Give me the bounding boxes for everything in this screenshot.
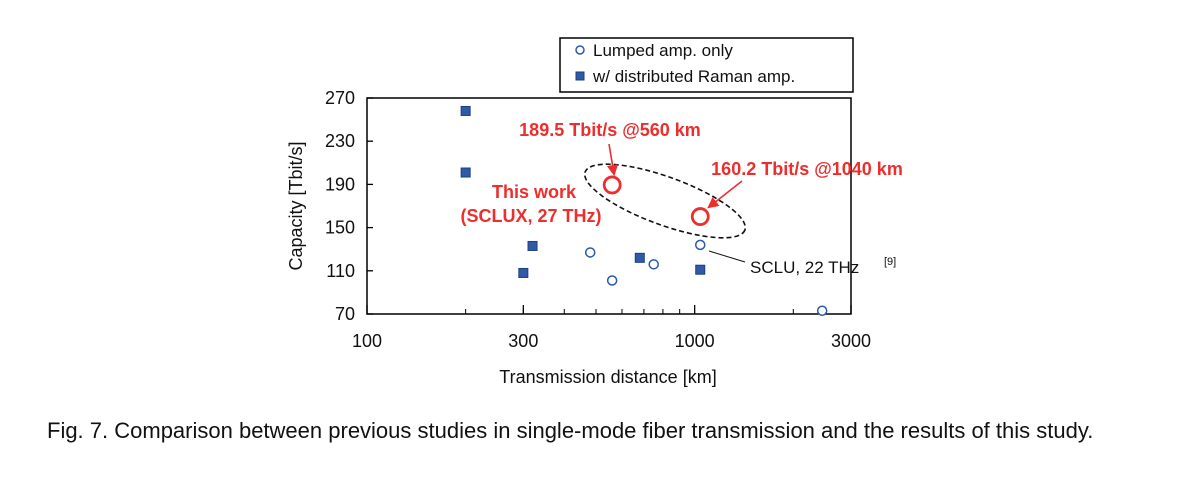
annotation-sclu: SCLU, 22 THz — [750, 258, 859, 277]
y-tick-label: 270 — [325, 88, 355, 108]
y-tick-label: 110 — [326, 261, 355, 281]
this-work-ellipse — [583, 163, 747, 239]
raman-amp-point — [518, 267, 529, 278]
legend-open-circle-icon — [575, 45, 585, 55]
legend: Lumped amp. only w/ distributed Raman am… — [559, 37, 854, 93]
legend-raman-label: w/ distributed Raman amp. — [592, 67, 795, 86]
chart: Lumped amp. only w/ distributed Raman am… — [286, 37, 903, 387]
y-tick-label: 230 — [325, 131, 355, 151]
annotation-sclu-ref: [9] — [884, 256, 896, 268]
x-axis: 100 300 1000 3000 — [352, 305, 871, 351]
raman-amp-point — [460, 105, 471, 116]
arrow-560 — [607, 143, 619, 177]
y-tick-label: 150 — [325, 218, 355, 238]
this-work-point — [602, 175, 622, 195]
legend-box — [559, 37, 854, 93]
x-tick-label: 3000 — [831, 331, 871, 351]
lumped-amp-point — [816, 305, 828, 317]
lumped-amp-point — [694, 239, 706, 251]
figure-caption: Fig. 7. Comparison between previous stud… — [47, 418, 1094, 443]
x-tick-label: 1000 — [675, 331, 715, 351]
lumped-amp-point — [606, 275, 618, 286]
raman-amp-point — [460, 167, 471, 178]
raman-amp-point — [695, 264, 706, 275]
annotation-1040: 160.2 Tbit/s @1040 km — [711, 159, 903, 179]
plot-area-frame — [366, 97, 852, 315]
y-axis-label: Capacity [Tbit/s] — [286, 141, 306, 270]
x-tick-label: 300 — [508, 331, 538, 351]
arrow-1040 — [707, 180, 743, 209]
x-axis-label: Transmission distance [km] — [499, 367, 716, 387]
annotation-sclux: (SCLUX, 27 THz) — [460, 206, 601, 226]
raman-amp-point — [634, 252, 645, 263]
y-tick-label: 70 — [335, 304, 355, 324]
sclu-leader-line — [708, 250, 746, 263]
annotation-560: 189.5 Tbit/s @560 km — [519, 120, 701, 140]
data-points — [460, 105, 828, 317]
raman-amp-point — [527, 240, 538, 251]
y-tick-label: 190 — [325, 174, 355, 194]
legend-lumped-label: Lumped amp. only — [593, 41, 733, 60]
x-tick-label: 100 — [352, 331, 382, 351]
lumped-amp-point — [648, 259, 659, 270]
this-work-point — [690, 207, 710, 226]
y-axis: 70 110 150 190 230 270 — [325, 88, 373, 324]
lumped-amp-point — [584, 247, 596, 258]
legend-filled-square-icon — [575, 71, 585, 81]
annotation-this-work: This work — [492, 182, 577, 202]
